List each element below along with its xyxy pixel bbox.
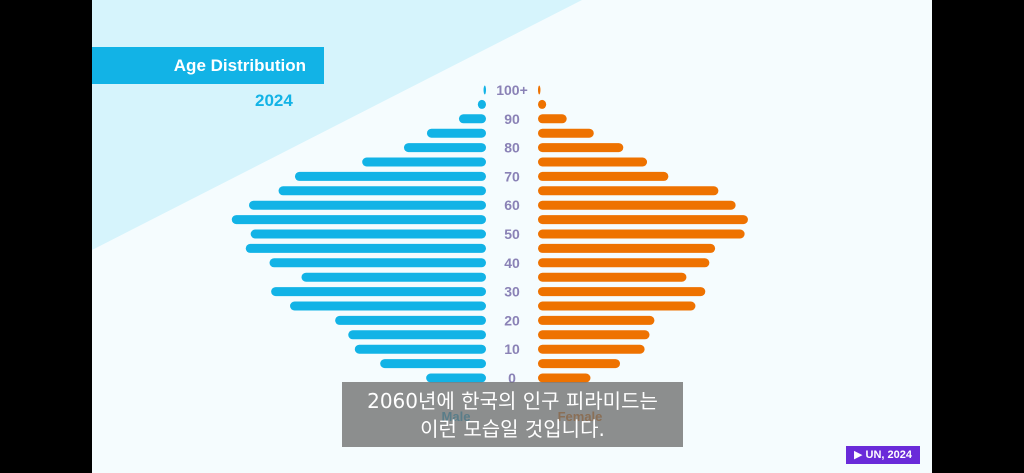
age-tick-label: 40 — [504, 255, 520, 271]
subtitle-line-2: 이런 모습일 것입니다. — [420, 417, 605, 441]
male-bar — [335, 315, 486, 325]
female-bar — [538, 344, 645, 354]
male-bar — [271, 287, 486, 297]
male-bar — [301, 272, 486, 282]
female-bar — [538, 128, 594, 138]
female-bar — [538, 229, 745, 239]
age-tick-label: 20 — [504, 312, 520, 328]
male-bar — [278, 186, 486, 196]
male-bar — [380, 359, 486, 369]
female-bar — [538, 373, 591, 383]
male-bar — [362, 157, 486, 167]
male-bar — [404, 143, 486, 153]
male-bar — [269, 258, 486, 268]
male-bar — [426, 128, 486, 138]
female-bar — [538, 85, 541, 95]
female-bar — [538, 157, 648, 167]
male-bar — [231, 215, 486, 225]
male-bar — [245, 243, 486, 253]
chart-title: Age Distribution — [92, 47, 324, 84]
female-bar — [538, 258, 710, 268]
female-bar — [538, 330, 650, 340]
age-tick-label: 0 — [508, 370, 516, 386]
source-badge[interactable]: ▶ UN, 2024 — [846, 446, 920, 464]
male-bar — [458, 114, 486, 124]
male-bar — [354, 344, 486, 354]
age-tick-label: 90 — [504, 111, 520, 127]
age-tick-label: 10 — [504, 341, 520, 357]
male-bar — [250, 229, 486, 239]
age-tick-label: 80 — [504, 140, 520, 156]
female-bar — [538, 301, 696, 311]
female-bar — [538, 99, 547, 109]
male-bar — [249, 200, 486, 210]
age-tick-label: 70 — [504, 168, 520, 184]
female-bar — [538, 243, 716, 253]
age-tick-label: 100+ — [496, 82, 528, 98]
female-bar — [538, 315, 655, 325]
female-bar — [538, 171, 669, 181]
video-subtitle: 2060년에 한국의 인구 피라미드는 이런 모습일 것입니다. — [342, 382, 683, 447]
age-tick-label: 30 — [504, 284, 520, 300]
male-bar — [290, 301, 486, 311]
male-bar — [483, 85, 486, 95]
chart-year: 2024 — [255, 91, 293, 110]
age-tick-label: 60 — [504, 197, 520, 213]
female-bar — [538, 215, 748, 225]
female-bar — [538, 272, 687, 282]
male-bar — [477, 99, 486, 109]
male-bar — [426, 373, 486, 383]
female-bar — [538, 186, 719, 196]
female-bar — [538, 143, 624, 153]
male-bar — [294, 171, 486, 181]
age-tick-label: 50 — [504, 226, 520, 242]
female-bar — [538, 359, 620, 369]
female-bar — [538, 114, 567, 124]
subtitle-line-1: 2060년에 한국의 인구 피라미드는 — [367, 389, 658, 413]
female-bar — [538, 200, 736, 210]
male-bar — [348, 330, 486, 340]
female-bar — [538, 287, 706, 297]
